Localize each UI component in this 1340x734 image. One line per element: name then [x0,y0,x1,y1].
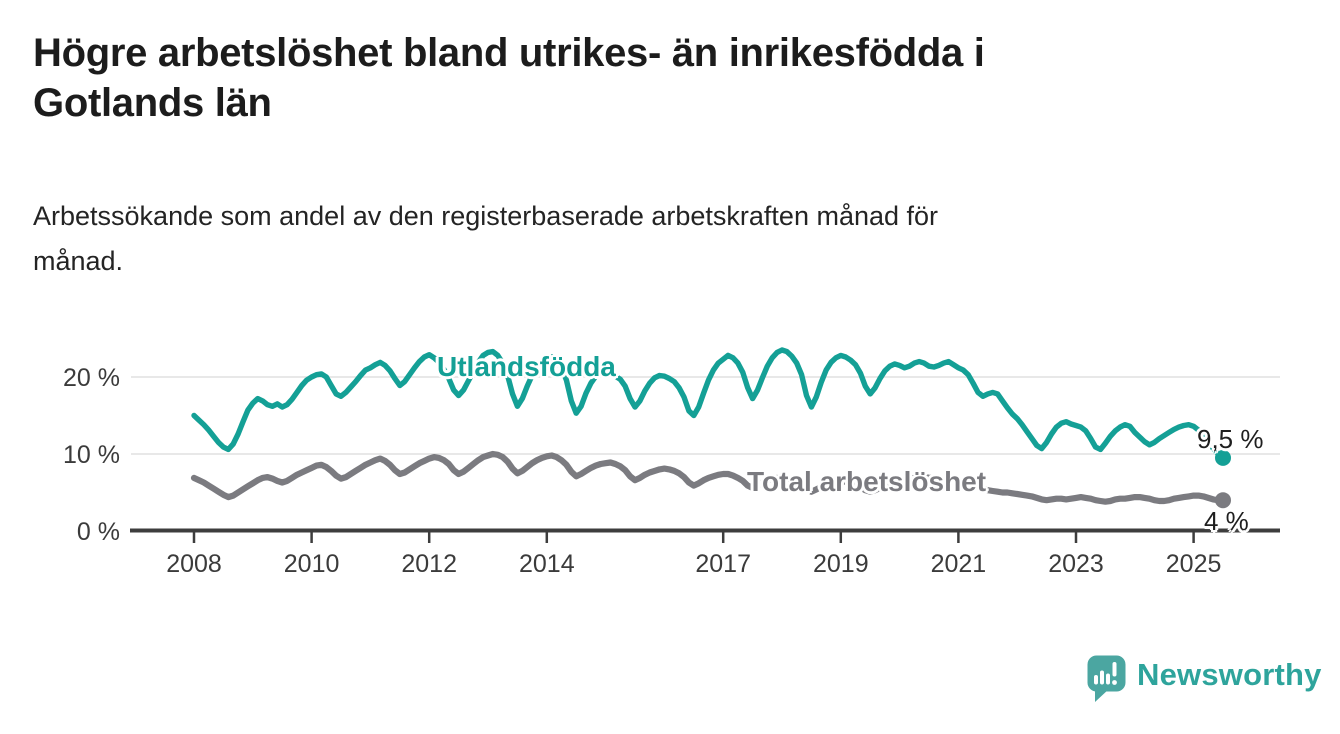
logo-exclamation-bar [1112,662,1117,677]
logo-bubble [1087,655,1126,692]
x-tick-label: 2021 [931,550,987,578]
y-tick-label: 10 % [63,441,120,469]
series-label-utlandsfodda: Utlandsfödda [437,351,616,382]
x-tick-label: 2019 [813,550,869,578]
newsworthy-logo: Newsworthy [1087,655,1322,707]
x-tick-label: 2012 [401,550,457,578]
newsworthy-logo-icon [1087,655,1126,702]
series-line-utlandsfodda [191,347,1226,461]
chart-title: Högre arbetslöshet bland utrikes- än inr… [33,28,985,128]
end-value-label-utlandsfodda: 9,5 % [1197,424,1264,454]
x-tick-label: 2023 [1048,550,1104,578]
chart-title-line-1: Högre arbetslöshet bland utrikes- än inr… [33,31,985,75]
x-tick-label: 2017 [695,550,751,578]
end-value-label-total: 4 % [1204,506,1249,536]
newsworthy-brand-text: Newsworthy [1137,657,1322,692]
y-tick-label: 20 % [63,364,120,392]
x-tick-label: 2014 [519,550,575,578]
chart-subtitle: Arbetssökande som andel av den registerb… [33,194,938,284]
chart-title-line-2: Gotlands län [33,81,272,125]
series-end-dot-total [1215,492,1231,509]
unemployment-line-chart: 0 % 10 % 20 % 2008 2010 2012 2014 2017 2019 2021 2… [63,347,1280,578]
logo-bubble-tail [1095,688,1109,702]
chart-subtitle-line-2: månad. [33,246,124,276]
x-tick-label: 2010 [284,550,340,578]
series-end-dot-utlandsfodda [1215,449,1231,466]
series-label-total-arbetsloshet: Total arbetslöshet [747,466,987,497]
logo-exclamation-dot [1112,680,1117,685]
y-tick-label: 0 % [77,518,120,546]
x-tick-label: 2008 [166,550,222,578]
chart-subtitle-line-1: Arbetssökande som andel av den registerb… [33,201,939,231]
x-tick-label: 2025 [1166,550,1222,578]
series-line-total [190,450,1227,505]
